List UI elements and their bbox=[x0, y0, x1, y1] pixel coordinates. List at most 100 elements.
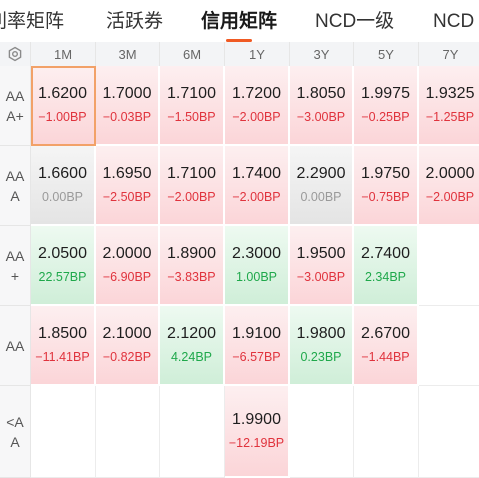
yield-change: 0.23BP bbox=[300, 350, 342, 364]
yield-cell[interactable]: 1.9325 −1.25BP bbox=[419, 66, 479, 146]
column-header-7y[interactable]: 7Y bbox=[419, 42, 479, 66]
yield-cell[interactable]: 1.7100 −2.00BP bbox=[160, 146, 225, 226]
yield-cell[interactable]: 1.8900 −3.83BP bbox=[160, 226, 225, 306]
column-header-3y[interactable]: 3Y bbox=[290, 42, 354, 66]
yield-cell[interactable]: 2.0000 −6.90BP bbox=[96, 226, 160, 306]
yield-change: −2.00BP bbox=[232, 110, 281, 124]
yield-cell[interactable]: 2.0500 22.57BP bbox=[31, 226, 96, 306]
row-label: AA A+ bbox=[0, 66, 31, 146]
yield-cell[interactable]: 1.9750 −0.75BP bbox=[354, 146, 419, 226]
yield-change: −2.00BP bbox=[167, 190, 216, 204]
tab-rate-matrix[interactable]: 利率矩阵 bbox=[0, 11, 65, 32]
yield-value: 1.6600 bbox=[38, 165, 87, 182]
yield-cell[interactable]: 2.3000 1.00BP bbox=[225, 226, 290, 306]
yield-cell[interactable]: 2.2900 0.00BP bbox=[290, 146, 354, 226]
row-label-line: AA bbox=[5, 87, 25, 104]
column-header-5y[interactable]: 5Y bbox=[354, 42, 419, 66]
yield-value: 1.7400 bbox=[232, 165, 281, 182]
yield-cell[interactable]: 1.7200 −2.00BP bbox=[225, 66, 290, 146]
yield-value: 1.9900 bbox=[232, 411, 281, 428]
yield-cell[interactable]: 1.8500 −11.41BP bbox=[31, 306, 96, 386]
yield-cell[interactable]: 1.6200 −1.00BP bbox=[31, 66, 96, 146]
credit-matrix-grid: 1M 3M 6M 1Y 3Y 5Y 7Y AA A+ 1.6200 −1.00BP 1.7000 −0.… bbox=[0, 42, 479, 478]
yield-value: 1.7100 bbox=[167, 165, 216, 182]
yield-cell[interactable]: 2.1000 −0.82BP bbox=[96, 306, 160, 386]
row-label: AA + bbox=[0, 226, 31, 306]
settings-button[interactable] bbox=[0, 42, 31, 66]
empty-cell bbox=[419, 226, 479, 306]
row-label-line: A bbox=[10, 433, 20, 450]
yield-change: −3.00BP bbox=[296, 270, 346, 284]
yield-value: 2.0000 bbox=[425, 165, 475, 182]
yield-cell[interactable]: 1.7100 −1.50BP bbox=[160, 66, 225, 146]
yield-change: −2.50BP bbox=[102, 190, 152, 204]
yield-value: 1.9750 bbox=[361, 165, 410, 182]
yield-cell[interactable]: 2.7400 2.34BP bbox=[354, 226, 419, 306]
yield-change: −0.03BP bbox=[102, 110, 152, 124]
empty-cell bbox=[31, 386, 96, 478]
yield-change: −12.19BP bbox=[228, 436, 285, 450]
yield-value: 1.7100 bbox=[167, 85, 216, 102]
yield-change: −1.44BP bbox=[361, 350, 410, 364]
yield-cell[interactable]: 2.6700 −1.44BP bbox=[354, 306, 419, 386]
tab-credit-matrix[interactable]: 信用矩阵 bbox=[201, 9, 277, 42]
row-label-line: + bbox=[10, 267, 20, 284]
yield-change: −6.90BP bbox=[102, 270, 152, 284]
empty-cell bbox=[354, 386, 419, 478]
yield-change: −1.00BP bbox=[38, 110, 87, 124]
row-label-line: AA bbox=[5, 337, 25, 354]
yield-change: 0.00BP bbox=[300, 190, 342, 204]
yield-cell[interactable]: 1.6950 −2.50BP bbox=[96, 146, 160, 226]
column-header-3m[interactable]: 3M bbox=[96, 42, 160, 66]
yield-cell[interactable]: 1.9500 −3.00BP bbox=[290, 226, 354, 306]
yield-change: −11.41BP bbox=[35, 350, 90, 364]
row-label: <A A bbox=[0, 386, 31, 478]
yield-cell[interactable]: 1.9100 −6.57BP bbox=[225, 306, 290, 386]
yield-value: 2.2900 bbox=[296, 165, 346, 182]
tab-bar: 利率矩阵 活跃券 信用矩阵 NCD一级 NCD bbox=[0, 0, 479, 42]
empty-cell bbox=[290, 386, 354, 478]
yield-change: −1.50BP bbox=[167, 110, 216, 124]
yield-cell[interactable]: 1.9975 −0.25BP bbox=[354, 66, 419, 146]
row-label: AA bbox=[0, 306, 31, 386]
yield-change: −3.00BP bbox=[296, 110, 346, 124]
yield-value: 2.3000 bbox=[232, 245, 281, 262]
tab-ncd[interactable]: NCD bbox=[433, 11, 475, 32]
yield-cell[interactable]: 1.7400 −2.00BP bbox=[225, 146, 290, 226]
yield-value: 1.9500 bbox=[296, 245, 346, 262]
yield-value: 2.7400 bbox=[361, 245, 410, 262]
yield-value: 2.1200 bbox=[167, 325, 216, 342]
yield-change: 2.34BP bbox=[364, 270, 406, 284]
active-tab-indicator bbox=[226, 39, 252, 42]
yield-cell[interactable]: 1.6600 0.00BP bbox=[31, 146, 96, 226]
yield-value: 1.7200 bbox=[232, 85, 281, 102]
yield-change: −2.00BP bbox=[425, 190, 475, 204]
yield-change: 1.00BP bbox=[235, 270, 277, 284]
row-label-line: A+ bbox=[6, 107, 24, 124]
yield-value: 1.7000 bbox=[102, 85, 152, 102]
empty-cell bbox=[419, 386, 479, 478]
column-header-6m[interactable]: 6M bbox=[160, 42, 225, 66]
yield-cell[interactable]: 2.1200 4.24BP bbox=[160, 306, 225, 386]
yield-change: −2.00BP bbox=[232, 190, 281, 204]
tab-ncd-primary[interactable]: NCD一级 bbox=[315, 11, 395, 32]
yield-cell[interactable]: 1.9900 −12.19BP bbox=[225, 386, 290, 478]
yield-cell[interactable]: 2.0000 −2.00BP bbox=[419, 146, 479, 226]
column-header-1m[interactable]: 1M bbox=[31, 42, 96, 66]
column-header-1y[interactable]: 1Y bbox=[225, 42, 290, 66]
yield-value: 1.8050 bbox=[296, 85, 346, 102]
empty-cell bbox=[160, 386, 225, 478]
tab-active-bonds[interactable]: 活跃券 bbox=[106, 11, 164, 32]
yield-value: 1.9325 bbox=[425, 85, 475, 102]
yield-value: 1.9100 bbox=[232, 325, 281, 342]
yield-value: 2.0000 bbox=[102, 245, 152, 262]
gear-icon bbox=[8, 46, 22, 62]
yield-value: 1.6950 bbox=[102, 165, 152, 182]
yield-cell[interactable]: 1.9800 0.23BP bbox=[290, 306, 354, 386]
yield-change: −3.83BP bbox=[167, 270, 216, 284]
empty-cell bbox=[96, 386, 160, 478]
yield-change: −1.25BP bbox=[425, 110, 475, 124]
yield-cell[interactable]: 1.8050 −3.00BP bbox=[290, 66, 354, 146]
yield-value: 1.8900 bbox=[167, 245, 216, 262]
yield-cell[interactable]: 1.7000 −0.03BP bbox=[96, 66, 160, 146]
